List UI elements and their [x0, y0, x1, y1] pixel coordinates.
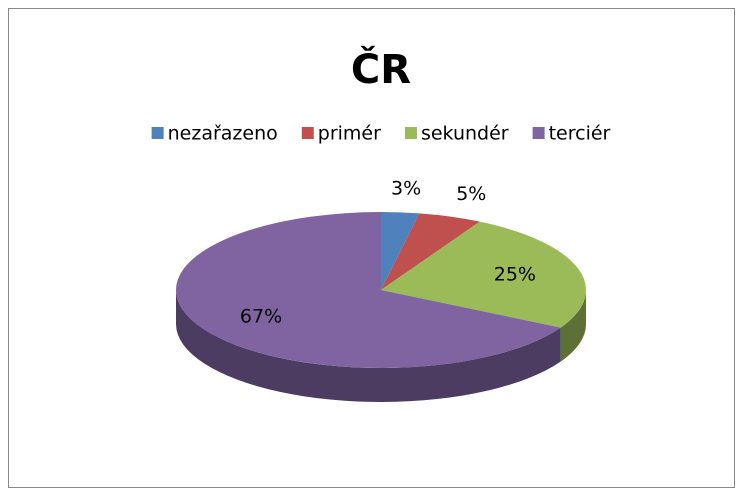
pie: 3% 5% 25% 67%: [176, 178, 586, 402]
legend-label: sekundér: [421, 123, 509, 145]
data-label: 25%: [494, 264, 536, 286]
slice-side: [560, 290, 586, 362]
slice: [176, 212, 561, 369]
slice: [381, 213, 480, 290]
data-label: 67%: [240, 305, 282, 327]
legend-label: primér: [318, 123, 381, 145]
slice-side: [176, 290, 561, 402]
data-label: 5%: [456, 183, 486, 205]
data-label: 3%: [391, 178, 421, 200]
legend-label: nezařazeno: [168, 123, 278, 145]
chart-title: ČR: [351, 45, 411, 93]
legend-swatch: [151, 127, 164, 139]
slice: [381, 221, 586, 328]
legend-swatch: [301, 127, 314, 139]
legend-label: terciér: [549, 123, 611, 145]
legend-swatch: [404, 127, 417, 139]
legend: nezařazeno primér sekundér terciér: [151, 123, 611, 145]
legend-swatch: [532, 127, 545, 139]
slice: [381, 212, 420, 290]
